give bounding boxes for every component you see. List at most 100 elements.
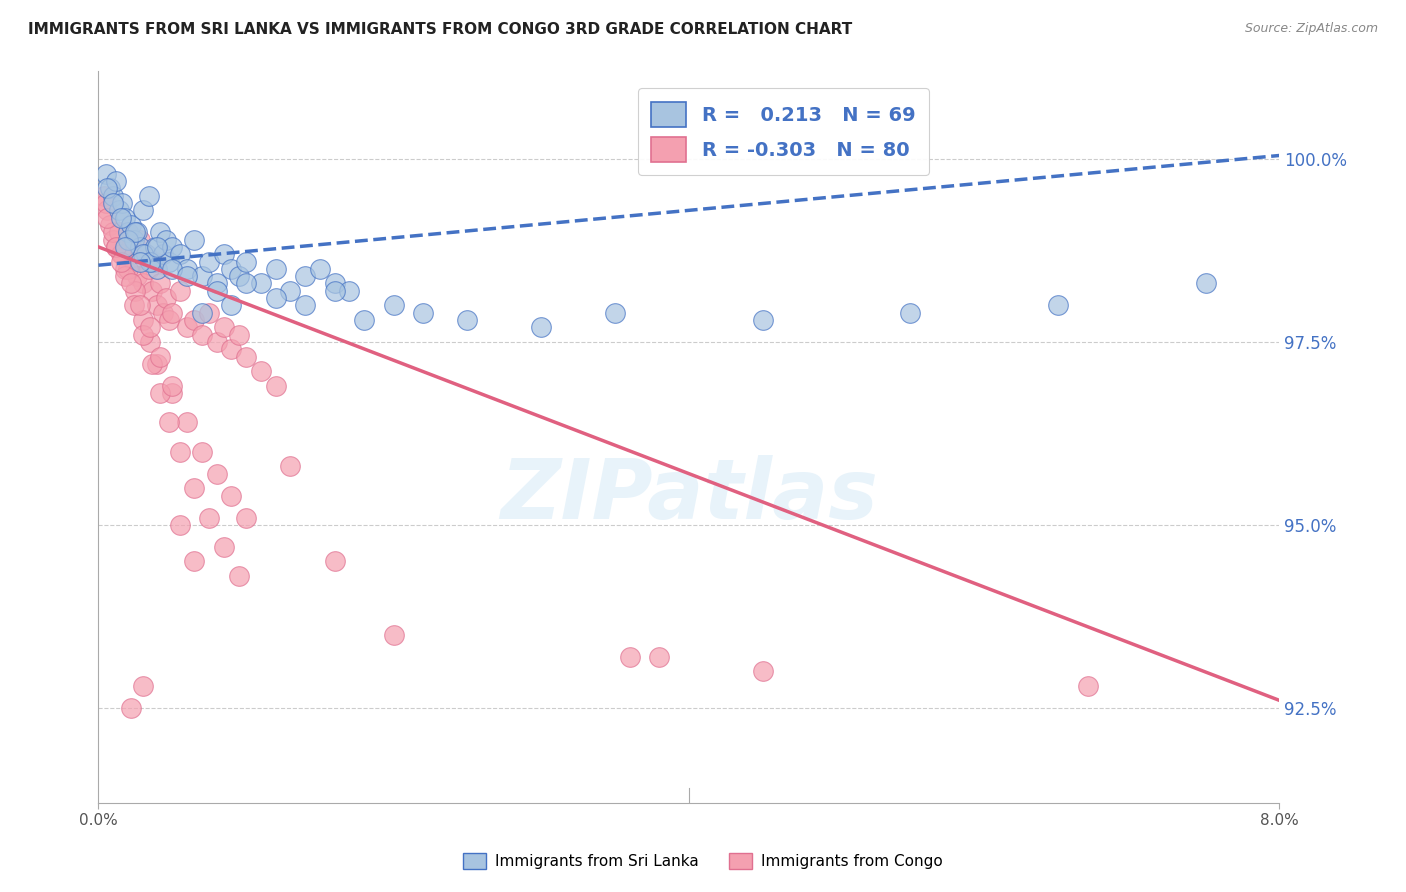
Point bbox=[122, 233, 145, 247]
Point bbox=[250, 277, 273, 291]
Point bbox=[198, 306, 221, 320]
Point bbox=[176, 320, 198, 334]
Point bbox=[117, 225, 139, 239]
Point bbox=[308, 261, 332, 276]
Point bbox=[162, 240, 183, 254]
Point bbox=[183, 313, 205, 327]
Point bbox=[146, 357, 169, 371]
Point bbox=[212, 320, 235, 334]
Point bbox=[169, 444, 191, 458]
Point bbox=[751, 313, 773, 327]
Point bbox=[128, 298, 150, 312]
Point bbox=[1194, 277, 1216, 291]
Point bbox=[337, 284, 360, 298]
Point bbox=[278, 284, 301, 298]
Point bbox=[117, 261, 139, 276]
Point bbox=[353, 313, 375, 327]
Point bbox=[117, 233, 139, 247]
Legend: Immigrants from Sri Lanka, Immigrants from Congo: Immigrants from Sri Lanka, Immigrants fr… bbox=[457, 847, 949, 875]
Point bbox=[114, 269, 136, 284]
Point bbox=[155, 291, 177, 305]
Point bbox=[103, 196, 125, 211]
Point bbox=[456, 313, 478, 327]
Point bbox=[264, 261, 287, 276]
Point bbox=[96, 181, 118, 195]
Point bbox=[141, 284, 163, 298]
Point bbox=[124, 225, 146, 239]
Point bbox=[139, 334, 162, 349]
Point bbox=[169, 247, 191, 261]
Point bbox=[132, 277, 155, 291]
Text: ZIPatlas: ZIPatlas bbox=[501, 455, 877, 536]
Point bbox=[190, 444, 214, 458]
Point bbox=[143, 254, 166, 268]
Point bbox=[98, 218, 121, 232]
Legend: R =   0.213   N = 69, R = -0.303   N = 80: R = 0.213 N = 69, R = -0.303 N = 80 bbox=[638, 88, 929, 176]
Point bbox=[149, 225, 172, 239]
Point bbox=[139, 254, 162, 268]
Point bbox=[138, 261, 160, 276]
Point bbox=[105, 240, 128, 254]
Point bbox=[96, 211, 118, 225]
Point bbox=[190, 269, 214, 284]
Point bbox=[108, 203, 131, 218]
Point bbox=[235, 277, 257, 291]
Point bbox=[228, 269, 250, 284]
Point bbox=[110, 247, 132, 261]
Point bbox=[141, 357, 163, 371]
Point bbox=[228, 327, 250, 342]
Point bbox=[110, 254, 132, 268]
Point bbox=[111, 196, 134, 211]
Point bbox=[124, 284, 146, 298]
Point bbox=[648, 649, 671, 664]
Point bbox=[128, 240, 150, 254]
Point bbox=[530, 320, 553, 334]
Point bbox=[157, 254, 180, 268]
Point bbox=[250, 364, 273, 378]
Point bbox=[278, 459, 301, 474]
Point bbox=[125, 225, 148, 239]
Point bbox=[149, 386, 172, 401]
Point bbox=[162, 379, 183, 393]
Point bbox=[122, 254, 145, 268]
Point bbox=[108, 225, 131, 239]
Point bbox=[176, 269, 198, 284]
Point bbox=[122, 298, 145, 312]
Point bbox=[114, 211, 136, 225]
Point bbox=[176, 261, 198, 276]
Point bbox=[103, 188, 125, 202]
Point bbox=[96, 203, 118, 218]
Point bbox=[157, 313, 180, 327]
Point bbox=[138, 188, 160, 202]
Point bbox=[132, 247, 155, 261]
Point bbox=[152, 247, 174, 261]
Point bbox=[135, 247, 157, 261]
Point bbox=[125, 269, 148, 284]
Point bbox=[149, 277, 172, 291]
Point bbox=[294, 298, 316, 312]
Point bbox=[128, 233, 150, 247]
Point bbox=[1076, 679, 1098, 693]
Point bbox=[619, 649, 641, 664]
Point bbox=[128, 254, 150, 268]
Point bbox=[264, 291, 287, 305]
Point bbox=[235, 510, 257, 524]
Point bbox=[132, 203, 155, 218]
Point bbox=[212, 247, 235, 261]
Point bbox=[98, 181, 121, 195]
Point bbox=[219, 298, 242, 312]
Point bbox=[162, 386, 183, 401]
Point bbox=[94, 167, 117, 181]
Point bbox=[114, 240, 136, 254]
Point bbox=[117, 225, 139, 239]
Point bbox=[135, 247, 157, 261]
Point bbox=[183, 233, 205, 247]
Point bbox=[103, 233, 125, 247]
Point bbox=[143, 240, 166, 254]
Point bbox=[235, 350, 257, 364]
Point bbox=[120, 240, 142, 254]
Point bbox=[898, 306, 921, 320]
Text: Source: ZipAtlas.com: Source: ZipAtlas.com bbox=[1244, 22, 1378, 36]
Point bbox=[294, 269, 316, 284]
Point bbox=[219, 489, 242, 503]
